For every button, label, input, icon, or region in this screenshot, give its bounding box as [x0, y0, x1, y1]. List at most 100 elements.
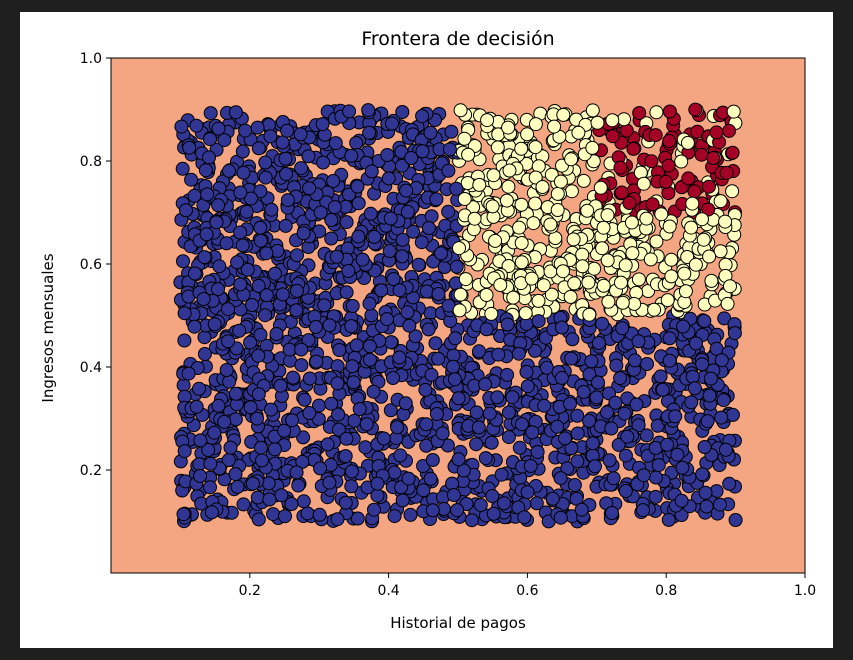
scatter-point [490, 140, 505, 155]
scatter-point [632, 106, 647, 120]
scatter-point [197, 250, 212, 265]
scatter-point [239, 204, 254, 219]
scatter-point [331, 407, 346, 422]
scatter-point [593, 180, 608, 195]
scatter-point [278, 509, 292, 524]
scatter-point [211, 121, 226, 136]
scatter-point [282, 342, 297, 357]
scatter-point [435, 426, 450, 441]
scatter-point [221, 302, 235, 317]
scatter-point [720, 296, 735, 311]
scatter-point [273, 378, 288, 393]
scatter-points [173, 102, 743, 529]
scatter-point [275, 287, 290, 302]
scatter-point [719, 165, 734, 180]
scatter-point [263, 129, 278, 144]
scatter-point [320, 437, 335, 452]
scatter-point [499, 193, 514, 208]
scatter-point [363, 352, 377, 367]
scatter-point [349, 338, 364, 353]
scatter-point [228, 105, 243, 120]
scatter-point [296, 226, 311, 241]
scatter-point [723, 279, 737, 294]
scatter-point [589, 390, 604, 405]
x-axis-label: Historial de pagos [390, 614, 526, 632]
scatter-point [512, 440, 527, 455]
scatter-point [472, 177, 487, 192]
scatter-point [445, 476, 460, 491]
scatter-point [219, 236, 234, 251]
scatter-point [595, 241, 610, 256]
scatter-point [301, 149, 316, 164]
scatter-point [484, 306, 499, 321]
scatter-point [662, 331, 677, 346]
scatter-point [535, 180, 550, 194]
scatter-point [567, 276, 582, 291]
scatter-point [289, 465, 304, 480]
scatter-point [364, 308, 379, 323]
scatter-point [564, 351, 579, 366]
scatter-point [680, 135, 695, 150]
scatter-point [177, 444, 192, 459]
scatter-point [575, 259, 590, 274]
scatter-point [631, 334, 646, 349]
scatter-point [416, 483, 431, 498]
scatter-point [478, 451, 493, 466]
scatter-point [176, 507, 191, 522]
scatter-point [631, 272, 646, 287]
scatter-point [261, 476, 276, 491]
scatter-point [266, 507, 281, 522]
scatter-point [278, 218, 293, 233]
scatter-point [580, 203, 595, 218]
scatter-point [662, 104, 677, 119]
scatter-point [419, 284, 434, 299]
scatter-point [514, 141, 529, 156]
scatter-point [523, 459, 538, 473]
scatter-point [662, 353, 677, 368]
scatter-point [605, 506, 619, 520]
scatter-point [725, 407, 740, 422]
scatter-point [329, 249, 344, 264]
scatter-point [393, 448, 408, 463]
scatter-point [383, 403, 398, 418]
scatter-point [500, 317, 515, 332]
scatter-point [539, 360, 554, 375]
scatter-point [563, 396, 577, 411]
scatter-point [324, 231, 339, 246]
scatter-point [699, 499, 714, 514]
scatter-point [312, 507, 327, 522]
scatter-point [291, 478, 306, 493]
scatter-point [501, 179, 516, 194]
scatter-point [451, 452, 466, 467]
scatter-point [267, 442, 282, 457]
scatter-point [605, 129, 620, 144]
scatter-point [613, 371, 628, 386]
scatter-point [456, 463, 471, 478]
scatter-point [618, 258, 633, 273]
scatter-point [640, 357, 654, 371]
scatter-point [322, 475, 337, 490]
scatter-point [232, 323, 247, 338]
scatter-point [258, 170, 273, 185]
scatter-point [453, 103, 468, 118]
scatter-point [617, 112, 631, 127]
scatter-point [217, 133, 232, 148]
scatter-point [500, 367, 515, 382]
scatter-point [658, 174, 673, 189]
scatter-point [485, 489, 500, 503]
scatter-point [284, 497, 299, 511]
scatter-point [316, 155, 331, 170]
scatter-point [268, 266, 282, 281]
scatter-point [636, 503, 650, 518]
scatter-point [423, 471, 438, 486]
scatter-point [464, 513, 479, 528]
scatter-point [301, 333, 316, 348]
scatter-point [564, 152, 579, 167]
scatter-point [524, 271, 539, 286]
scatter-point [344, 479, 359, 494]
scatter-point [718, 214, 733, 229]
scatter-point [563, 289, 578, 304]
scatter-point [201, 443, 216, 457]
scatter-point [263, 402, 278, 417]
scatter-point [582, 307, 597, 322]
